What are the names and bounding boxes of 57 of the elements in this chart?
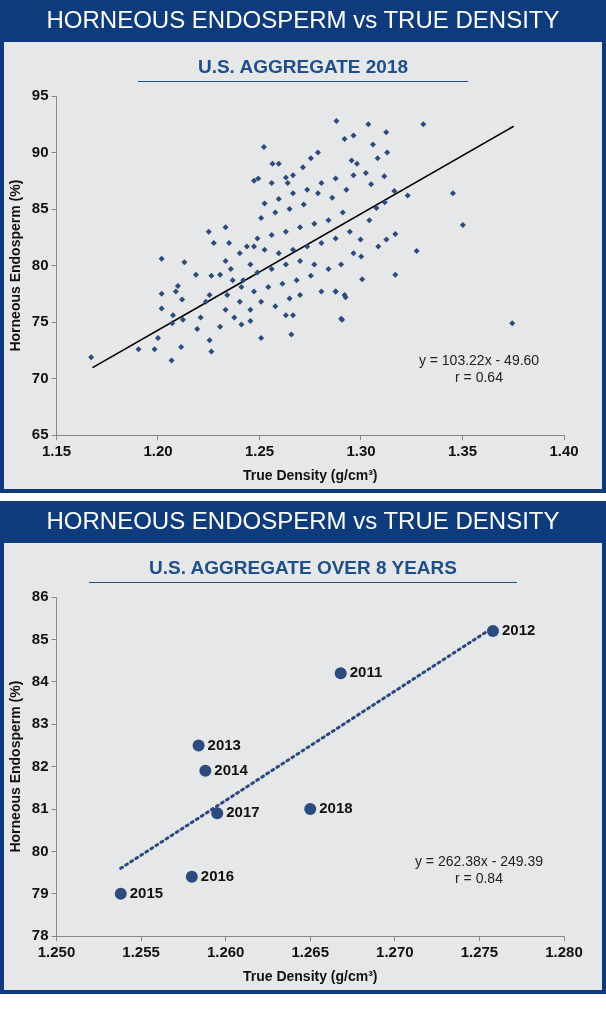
chart-subtitle: U.S. AGGREGATE 2018 [137,56,469,82]
x-tick-label: 1.250 [37,943,76,961]
annotation: 2018 [319,799,353,817]
y-tick-label: 65 [31,425,49,443]
point [192,739,205,752]
x-tick-label: 1.40 [549,442,579,460]
x-tick-label: 1.30 [346,442,376,460]
annotation: 2016 [200,866,235,884]
y-tick-label: 83 [31,714,49,732]
annotation: 2013 [207,735,241,753]
y-tick-label: 80 [31,841,49,859]
y-tick-label: 85 [31,629,49,647]
x-tick-label: 1.270 [376,943,414,961]
y-tick-label: 95 [31,86,49,104]
annotation: 2014 [214,760,249,778]
annotation: y = 103.22x - 49.60 [418,352,540,369]
annotation: r = 0.84 [455,870,504,887]
annotation: 2012 [501,621,536,639]
y-tick-label: 84 [31,671,50,689]
point [304,803,317,815]
x-tick-label: 1.35 [447,442,478,460]
x-tick-label: 1.20 [143,442,173,460]
y-tick-label: 75 [31,312,49,330]
y-axis-title: Horneous Endosperm (%) [7,680,24,853]
y-axis-title: Horneous Endosperm (%) [7,179,24,352]
point [114,887,127,900]
y-tick-label: 80 [31,255,49,273]
y-tick-label: 70 [31,368,49,386]
y-tick-label: 86 [31,587,49,605]
annotation: r = 0.64 [455,369,504,386]
x-tick-label: 1.275 [460,943,499,961]
x-tick-label: 1.15 [41,442,72,460]
chart-subtitle: U.S. AGGREGATE OVER 8 YEARS [89,557,517,583]
point [199,764,212,777]
annotation: 2015 [129,883,164,901]
point [185,870,198,883]
chart-title: HORNEOUS ENDOSPERM vs TRUE DENSITY [4,0,602,42]
x-axis-title: True Density (g/cm³) [242,968,378,985]
annotation: 2017 [226,803,260,821]
point [211,807,224,820]
y-tick-label: 79 [31,883,49,901]
x-tick-label: 1.255 [122,943,160,961]
point [486,624,499,637]
y-tick-label: 82 [31,756,49,774]
chart-title: HORNEOUS ENDOSPERM vs TRUE DENSITY [4,501,602,543]
annotation: y = 262.38x - 249.39 [414,853,544,870]
x-axis-title: True Density (g/cm³) [242,467,378,484]
x-tick-label: 1.265 [291,943,330,961]
y-tick-label: 85 [31,199,49,217]
x-tick-label: 1.25 [244,442,275,460]
y-tick-label: 81 [31,799,49,817]
y-tick-label: 78 [31,926,49,944]
y-tick-label: 90 [31,142,49,160]
annotation: 2011 [349,663,383,681]
x-tick-label: 1.280 [545,943,583,961]
point [334,667,347,680]
x-tick-label: 1.260 [206,943,245,961]
